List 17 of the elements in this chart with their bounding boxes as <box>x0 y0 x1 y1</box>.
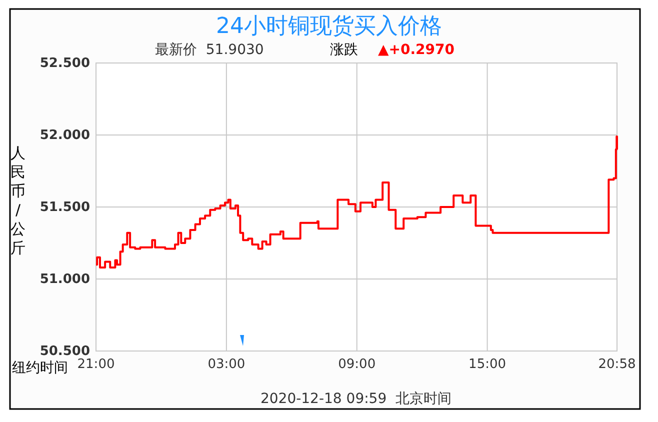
text: ▲+0.2970 <box>378 42 455 58</box>
y-axis-title: 人民币/公斤 <box>10 144 26 257</box>
text: 涨跌 <box>330 42 358 58</box>
x-tick-label: 03:00 <box>208 357 246 372</box>
y-tick-label: 50.500 <box>40 344 90 360</box>
x-tick-label: 15:00 <box>468 357 506 372</box>
chart-subtitle: 最新价 51.9030 <box>155 42 264 58</box>
y-tick-label: 52.000 <box>40 128 90 144</box>
x-tick-label: 21:00 <box>77 357 115 372</box>
y-tick-label: 52.500 <box>40 56 90 72</box>
x-tick-label: 09:00 <box>338 357 376 372</box>
chart-title: 24小时铜现货买入价格 <box>216 14 442 39</box>
text: 纽约时间 <box>12 360 68 376</box>
y-tick-label: 51.000 <box>40 272 90 288</box>
y-tick-label: 51.500 <box>40 200 90 216</box>
x-tick-label: 20:58 <box>598 357 636 372</box>
x-axis-title: 2020-12-18 09:59 北京时间 <box>260 391 452 407</box>
